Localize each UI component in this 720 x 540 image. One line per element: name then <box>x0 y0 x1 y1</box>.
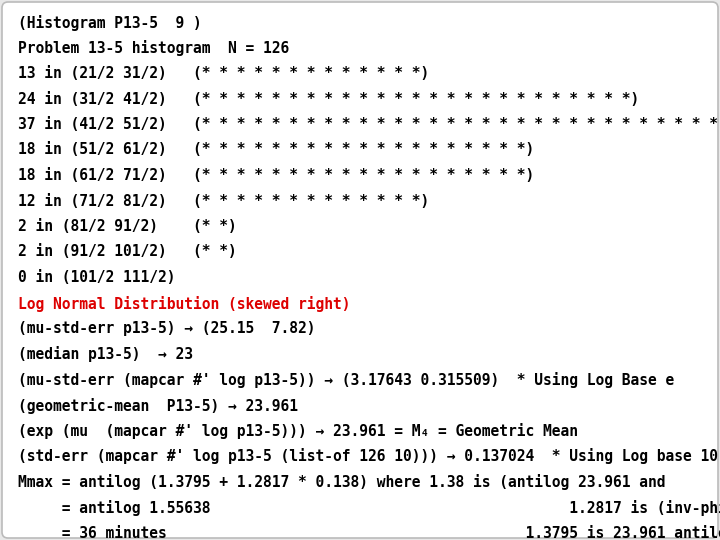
Text: (mu-std-err (mapcar #' log p13-5)) → (3.17643 0.315509)  * Using Log Base e: (mu-std-err (mapcar #' log p13-5)) → (3.… <box>18 372 674 388</box>
Text: (median p13-5)  → 23: (median p13-5) → 23 <box>18 347 193 362</box>
Text: (mu-std-err p13-5) → (25.15  7.82): (mu-std-err p13-5) → (25.15 7.82) <box>18 321 315 336</box>
Text: (geometric-mean  P13-5) → 23.961: (geometric-mean P13-5) → 23.961 <box>18 397 298 414</box>
Text: 18 in (61/2 71/2)   (* * * * * * * * * * * * * * * * * * *): 18 in (61/2 71/2) (* * * * * * * * * * *… <box>18 168 534 183</box>
Text: Problem 13-5 histogram  N = 126: Problem 13-5 histogram N = 126 <box>18 40 289 57</box>
Text: (exp (mu  (mapcar #' log p13-5))) → 23.961 = M₄ = Geometric Mean: (exp (mu (mapcar #' log p13-5))) → 23.96… <box>18 423 578 439</box>
Text: 24 in (31/2 41/2)   (* * * * * * * * * * * * * * * * * * * * * * * * *): 24 in (31/2 41/2) (* * * * * * * * * * *… <box>18 91 639 106</box>
Text: = antilog 1.55638                                         1.2817 is (inv-phi 90): = antilog 1.55638 1.2817 is (inv-phi 90) <box>18 500 720 516</box>
Text: 0 in (101/2 111/2): 0 in (101/2 111/2) <box>18 270 176 285</box>
Text: 18 in (51/2 61/2)   (* * * * * * * * * * * * * * * * * * *): 18 in (51/2 61/2) (* * * * * * * * * * *… <box>18 143 534 158</box>
Text: Log Normal Distribution (skewed right): Log Normal Distribution (skewed right) <box>18 295 351 312</box>
Text: 37 in (41/2 51/2)   (* * * * * * * * * * * * * * * * * * * * * * * * * * * * * *: 37 in (41/2 51/2) (* * * * * * * * * * *… <box>18 117 720 132</box>
Text: (std-err (mapcar #' log p13-5 (list-of 126 10))) → 0.137024  * Using Log base 10: (std-err (mapcar #' log p13-5 (list-of 1… <box>18 449 718 464</box>
Text: 2 in (81/2 91/2)    (* *): 2 in (81/2 91/2) (* *) <box>18 219 237 234</box>
Text: 13 in (21/2 31/2)   (* * * * * * * * * * * * *): 13 in (21/2 31/2) (* * * * * * * * * * *… <box>18 66 429 81</box>
Text: Mmax = antilog (1.3795 + 1.2817 * 0.138) where 1.38 is (antilog 23.961 and: Mmax = antilog (1.3795 + 1.2817 * 0.138)… <box>18 474 665 490</box>
Text: (Histogram P13-5  9 ): (Histogram P13-5 9 ) <box>18 15 202 31</box>
Text: = 36 minutes                                         1.3795 is 23.961 antilog 23: = 36 minutes 1.3795 is 23.961 antilog 23 <box>18 525 720 540</box>
Text: 2 in (91/2 101/2)   (* *): 2 in (91/2 101/2) (* *) <box>18 245 237 260</box>
Text: 12 in (71/2 81/2)   (* * * * * * * * * * * * *): 12 in (71/2 81/2) (* * * * * * * * * * *… <box>18 193 429 208</box>
